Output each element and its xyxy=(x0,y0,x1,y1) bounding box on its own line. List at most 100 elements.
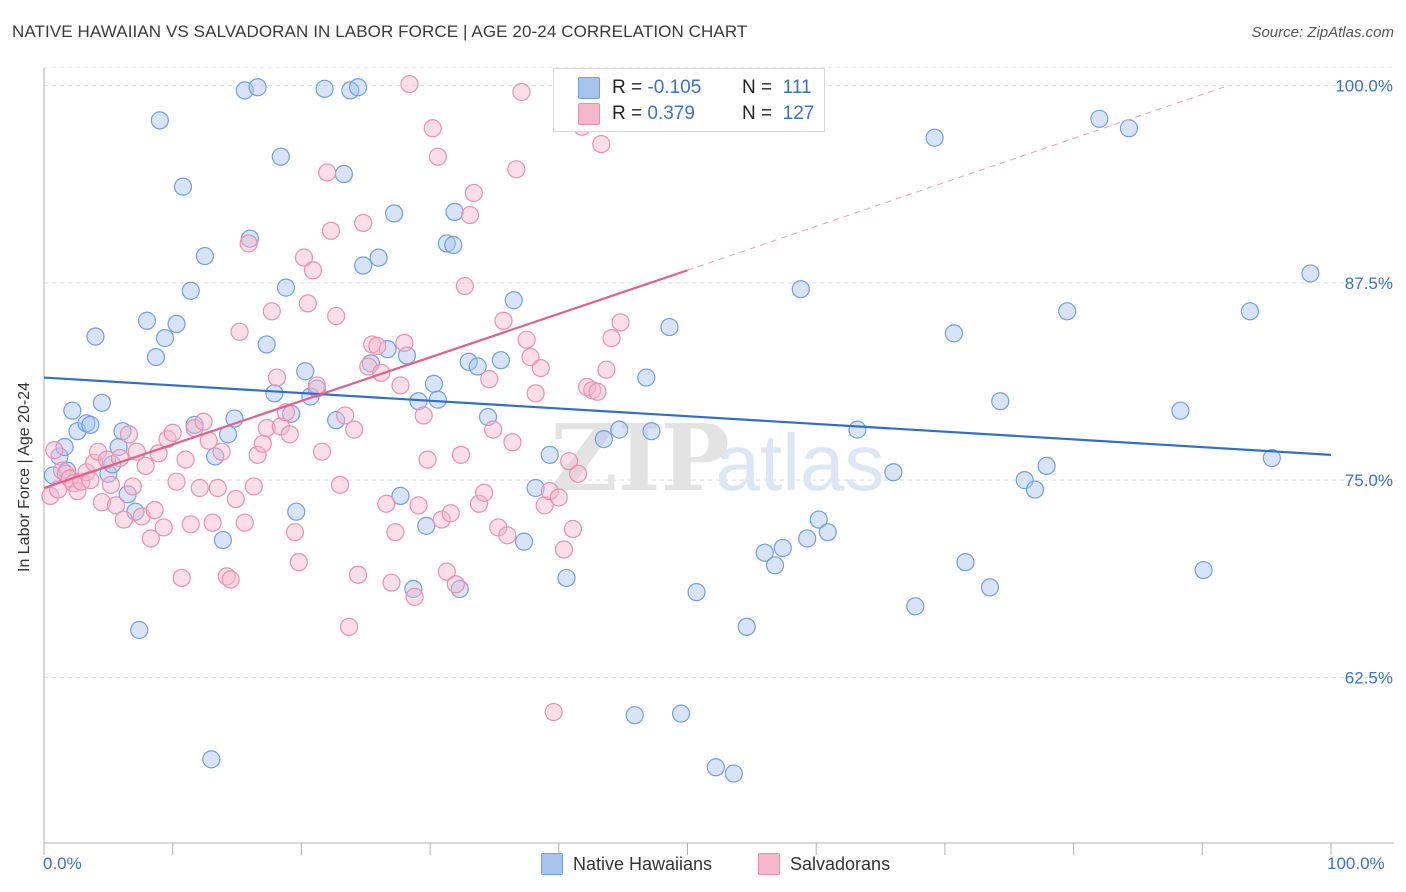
native-hawaiian-point xyxy=(737,617,756,636)
native-hawaiian-point xyxy=(637,368,656,387)
salvadoran-point xyxy=(563,519,583,539)
y-tick-label: 100.0% xyxy=(1335,77,1393,96)
salvadoran-point xyxy=(176,450,195,469)
native-hawaiian-point xyxy=(906,597,925,616)
native-hawaiian-point xyxy=(1194,560,1213,580)
native-hawaiian-point xyxy=(625,706,644,725)
native-hawaiian-point xyxy=(706,758,725,777)
salvadoran-point xyxy=(321,221,341,240)
salvadoran-point xyxy=(409,496,428,515)
native-hawaiian-point xyxy=(55,437,74,457)
salvadoran-point xyxy=(437,562,456,581)
native-hawaiian-point xyxy=(848,420,867,439)
salvadoran-point xyxy=(298,294,317,313)
native-hawaiian-point xyxy=(181,281,200,300)
native-hawaiian-point xyxy=(660,317,679,337)
salvadoran-point xyxy=(101,475,121,494)
salvadoran-point xyxy=(391,376,410,395)
y-axis-label: In Labor Force | Age 20-24 xyxy=(16,381,33,572)
salvadoran-point xyxy=(248,445,267,464)
native-hawaiian-point xyxy=(348,78,368,97)
native-hawaiian-point xyxy=(428,390,447,409)
native-hawaiian-point xyxy=(146,347,166,367)
salvadoran-point xyxy=(327,306,346,326)
salvadoran-point xyxy=(110,448,130,468)
native-hawaiian-point xyxy=(384,204,404,223)
salvadoran-point xyxy=(194,412,213,431)
salvadoran-point xyxy=(172,568,191,588)
native-hawaiian-point xyxy=(594,429,613,449)
bottom-legend-salvadorans: Salvadorans xyxy=(758,852,890,876)
native-hawaiian-point xyxy=(1262,448,1281,468)
native-hawaiian-point xyxy=(540,445,559,464)
salvadoran-point xyxy=(418,450,437,469)
salvadoran-point xyxy=(602,329,621,348)
salvadoran-point xyxy=(226,489,245,509)
native-hawaiian-point xyxy=(369,248,388,267)
legend-swatch-blue xyxy=(578,77,600,99)
salvadoran-point xyxy=(68,482,87,501)
salvadoran-point xyxy=(578,377,597,397)
salvadoran-point xyxy=(432,510,451,529)
native-hawaiian-point xyxy=(1171,401,1190,420)
salvadoran-point xyxy=(289,553,308,572)
native-hawaiian-point xyxy=(1025,480,1045,499)
salvadoran-point xyxy=(257,418,276,438)
salvadoran-point xyxy=(262,302,281,321)
n-value: 127 xyxy=(782,103,815,124)
native-hawaiian-point xyxy=(687,583,706,602)
native-hawaiian-point xyxy=(1301,264,1320,283)
native-hawaiian-point xyxy=(81,415,100,434)
salvadoran-point xyxy=(154,518,173,537)
native-hawaiian-point xyxy=(504,291,523,310)
salvadoran-point xyxy=(149,444,168,463)
native-hawaiian-point xyxy=(980,578,1000,597)
salvadoran-point xyxy=(318,163,337,182)
native-hawaiian-point xyxy=(1037,456,1056,476)
legend-swatch-pink xyxy=(758,853,780,875)
salvadoran-point xyxy=(428,147,447,166)
salvadoran-point xyxy=(507,160,526,179)
native-hawaiian-point xyxy=(63,401,82,420)
native-hawaiian-point xyxy=(798,529,817,548)
native-hawaiian-point xyxy=(437,234,456,253)
salvadoran-point xyxy=(464,183,483,203)
salvadoran-point xyxy=(526,384,545,403)
salvadoran-point xyxy=(469,494,489,513)
salvadoran-point xyxy=(382,573,401,592)
native-hawaiian-point xyxy=(557,568,576,588)
y-tick-label: 87.5% xyxy=(1345,274,1393,293)
native-hawaiian-point xyxy=(86,327,105,346)
salvadoran-point xyxy=(414,406,433,425)
native-hawaiian-point xyxy=(1119,119,1139,138)
bottom-legend-native-hawaiians: Native Hawaiians xyxy=(541,852,712,876)
salvadoran-point xyxy=(203,513,222,532)
correlation-legend: R = -0.105 N = 111 R = 0.379 N = 127 xyxy=(553,68,825,132)
salvadoran-point xyxy=(544,702,563,722)
native-hawaiian-point xyxy=(925,128,944,147)
salvadoran-point xyxy=(368,336,387,356)
native-hawaiian-point xyxy=(173,177,193,196)
native-hawaiian-point xyxy=(167,314,186,334)
native-hawaiian-trendline xyxy=(43,376,1332,456)
native-hawaiian-point xyxy=(296,362,315,381)
x-axis-min-label: 0.0% xyxy=(43,854,82,873)
salvadoran-point xyxy=(517,330,536,349)
native-hawaiian-point xyxy=(445,202,464,221)
salvadoran-trendline xyxy=(43,269,688,490)
native-hawaiian-point xyxy=(755,543,774,562)
native-hawaiian-point xyxy=(92,393,112,412)
salvadoran-point xyxy=(446,575,465,594)
salvadoran-point xyxy=(484,420,503,439)
salvadoran-point xyxy=(145,500,164,520)
r-label: R = xyxy=(612,77,643,98)
native-hawaiian-point xyxy=(642,422,661,441)
native-hawaiian-point xyxy=(195,246,214,266)
salvadoran-point xyxy=(221,570,240,589)
salvadoran-point xyxy=(119,425,139,444)
legend-label: Salvadorans xyxy=(790,853,891,874)
native-hawaiian-point xyxy=(526,478,545,498)
native-hawaiian-point xyxy=(287,502,306,521)
salvadoran-point xyxy=(136,456,155,476)
watermark-atlas: atlas xyxy=(716,418,885,507)
